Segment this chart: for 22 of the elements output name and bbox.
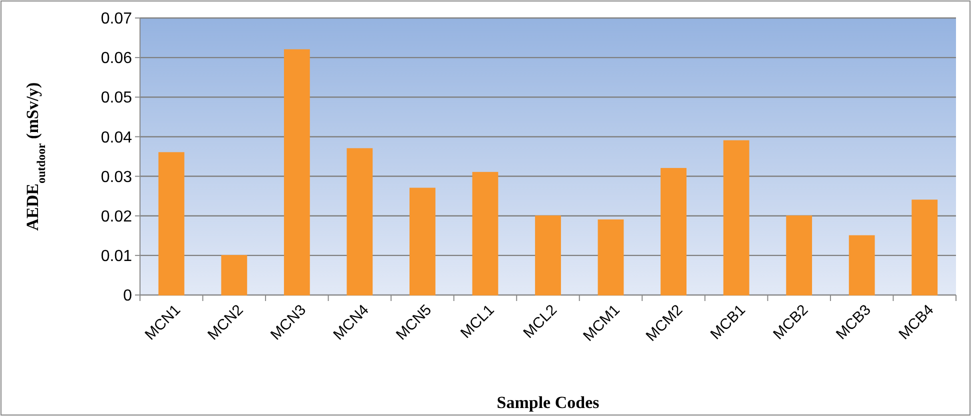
bar xyxy=(472,172,498,296)
bar xyxy=(912,200,938,296)
y-tick-label: 0.03 xyxy=(100,168,132,186)
bar xyxy=(535,215,561,296)
x-axis-title: Sample Codes xyxy=(496,393,600,412)
bar xyxy=(158,152,184,296)
bar xyxy=(221,255,248,296)
bar xyxy=(410,188,436,296)
y-tick-label: 0.04 xyxy=(100,129,132,146)
bar xyxy=(284,49,310,296)
y-tick-label: 0.01 xyxy=(100,248,132,266)
y-tick-label: 0.02 xyxy=(100,208,132,226)
bar xyxy=(598,219,624,296)
y-tick-label: 0.07 xyxy=(100,10,132,28)
bar xyxy=(723,140,750,296)
y-tick-label: 0.05 xyxy=(100,90,132,107)
bar xyxy=(660,168,686,296)
y-tick-label: 0.06 xyxy=(100,50,132,68)
bar xyxy=(346,148,373,296)
bar xyxy=(786,215,812,296)
bar xyxy=(848,235,875,296)
y-tick-label: 0 xyxy=(123,288,132,305)
